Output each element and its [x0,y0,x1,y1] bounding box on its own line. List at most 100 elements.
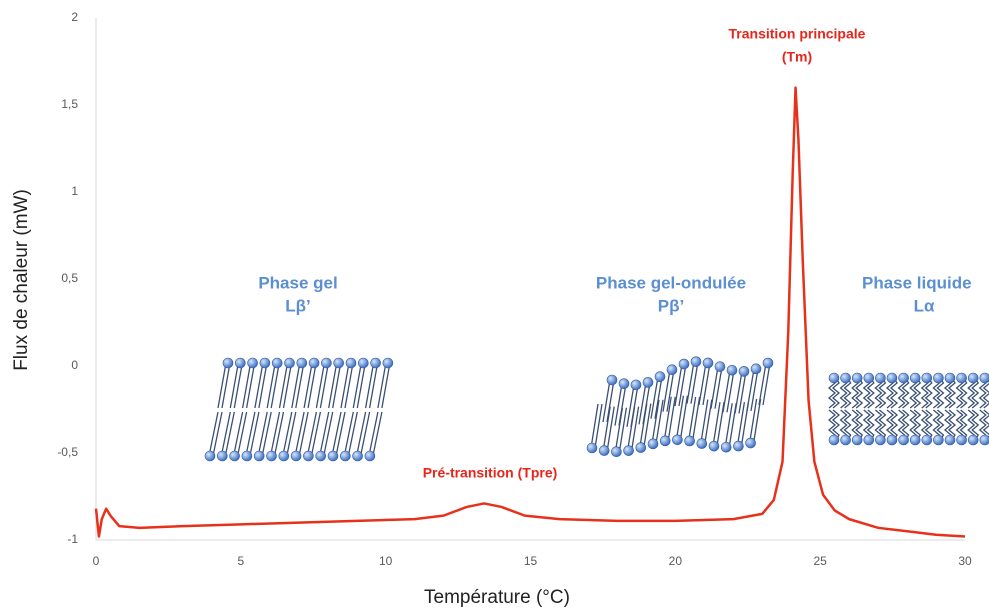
lipid-tail [639,403,652,448]
x-tick-label: 0 [93,554,100,568]
lipid-head [979,372,989,384]
lipid-tail [700,399,713,444]
lipid-tail [686,361,699,404]
lipid-head [222,357,234,369]
lipid-tail [687,396,701,442]
lipid-tail [978,377,989,441]
lipid-illustrations [204,356,989,462]
lipid-tail [909,377,922,441]
lipid-head [921,372,933,384]
lipid-head [370,357,381,369]
lipid-head [284,357,295,369]
x-tick-label: 25 [813,554,827,568]
lipid-tail [862,377,875,441]
lipid-head [933,372,944,384]
lipid-head [909,372,921,384]
x-tick-label: 30 [958,554,972,568]
y-tick-label: 0,5 [61,271,78,285]
lipid-tail [920,377,933,441]
lipid-tail [967,377,980,441]
lipid-tail [331,411,346,457]
lipid-head [339,450,351,462]
lipid-head [702,357,714,369]
lipid-head [944,434,956,446]
lipid-tail [851,377,864,441]
lipid-head [308,357,320,369]
x-tick-label: 5 [237,554,244,568]
lipid-head [654,371,666,382]
lipid-tail [650,376,663,419]
lipid-head [235,357,246,369]
lipid-head [933,434,944,446]
lipid-head [321,357,332,369]
lipid-head [967,372,979,384]
y-tick-label: 0 [71,358,78,372]
lipid-head [979,434,989,446]
annotation: Phase gel [258,273,337,292]
lipid-head [271,357,283,369]
lipid-tail [343,411,358,457]
lipid-tail [724,403,737,448]
annotation: Phase gel-ondulée [596,273,746,292]
lipid-head [898,434,909,446]
lipid-head [672,434,683,446]
lipid-head [956,434,967,446]
annotation: Pβ’ [658,296,684,315]
lipid-head [259,357,271,369]
y-axis-title: Flux de chaleur (mW) [11,189,32,371]
lipid-head [630,379,642,391]
lipid-head [708,440,720,452]
lipid-tail [710,366,723,409]
lipid-head [886,434,898,446]
lipid-tail [712,402,725,447]
lipid-head [840,434,851,446]
lipid-head [586,442,598,454]
lipid-head [720,441,732,453]
lipid-tail [306,411,322,457]
lipid-tail [291,362,305,409]
lipid-head [598,445,610,456]
lipid-tail [698,362,711,406]
lipid-head [684,435,695,447]
lipid-tail [208,411,223,457]
lipid-tail [722,370,735,413]
lipid-head [357,357,369,369]
lipid-tail [590,403,603,449]
lipid-head [967,434,979,446]
lipid-tail [254,362,268,409]
lipid-head [611,446,622,458]
lipid-tail [614,407,628,452]
lipid-tail [245,411,260,457]
lipid-tail [675,395,689,440]
annotation: Phase liquide [862,273,972,292]
lipid-head [944,372,956,384]
lipid-head [647,438,659,450]
lipid-head [898,372,909,384]
lipid-tail [319,411,334,457]
lipid-head [762,357,774,369]
lipid-tail [602,379,615,423]
lipid-head [315,450,327,462]
lipid-tail [827,377,841,441]
lipid-tail [303,362,317,409]
lipid-head [666,364,678,375]
lipid-head [352,450,363,462]
lipid-head [921,434,933,446]
lipid-head [253,450,265,462]
lipid-head [696,438,708,449]
lipid-tail [220,411,235,457]
lipid-tail [736,401,750,447]
lipid-tail [241,362,256,409]
x-tick-label: 20 [669,554,683,568]
annotation: Lα [914,296,935,315]
lipid-head [851,372,863,384]
lipid-tail [839,377,852,441]
lipid-tail [955,377,968,441]
lipid-head [659,435,671,447]
lipid-tail [278,362,293,409]
lipid-head [606,374,618,386]
lipid-tail [734,371,747,414]
y-tick-label: -0,5 [57,445,78,459]
lipid-head [714,361,726,372]
